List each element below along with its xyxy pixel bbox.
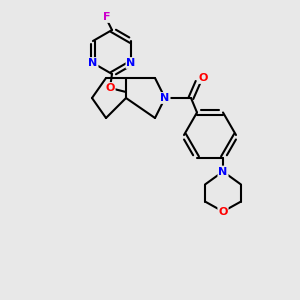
Text: N: N (88, 58, 98, 68)
Text: O: O (198, 73, 208, 83)
Text: N: N (126, 58, 136, 68)
Text: O: O (218, 206, 228, 217)
Text: N: N (218, 167, 228, 176)
Text: N: N (160, 93, 169, 103)
Text: F: F (103, 12, 111, 22)
Text: O: O (105, 83, 115, 93)
